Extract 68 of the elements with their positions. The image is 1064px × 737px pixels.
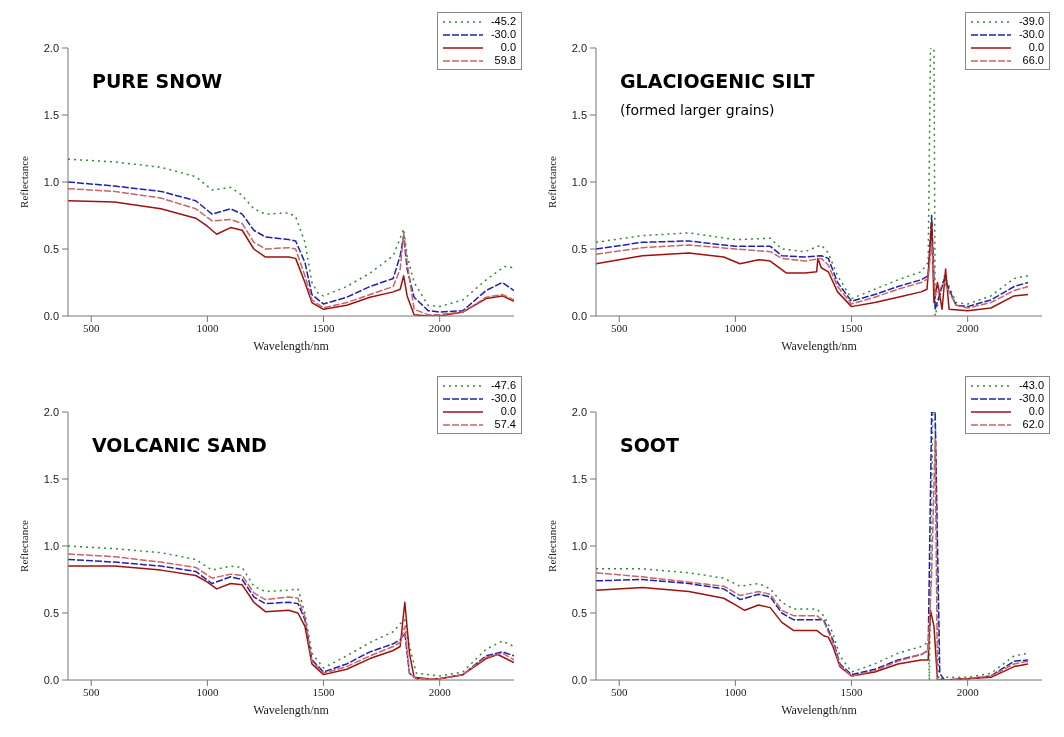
y-axis-title: Reflectance [17, 519, 30, 572]
y-tick-label: 0.5 [571, 606, 587, 619]
line-series [68, 158, 514, 308]
y-tick-label: 2.0 [43, 405, 59, 418]
y-tick-label: 1.0 [571, 175, 587, 188]
x-axis-title: Wavelength/nm [253, 703, 330, 717]
legend-label: 66.0 [1022, 54, 1044, 67]
legend-label: 0.0 [500, 41, 516, 54]
x-tick-label: 500 [610, 685, 628, 698]
legend-label: -43.0 [1018, 379, 1044, 392]
x-tick-label: 500 [610, 321, 628, 334]
y-tick-label: 0.0 [571, 673, 587, 686]
text: SOOT [620, 434, 679, 456]
legend-label: 0.0 [1028, 41, 1044, 54]
x-tick-label: 1000 [724, 685, 747, 698]
y-tick-label: 1.0 [571, 539, 587, 552]
y-tick-label: 0.5 [43, 242, 59, 255]
y-tick-label: 1.5 [571, 108, 587, 121]
legend-label: 0.0 [1028, 405, 1044, 418]
legend-label: 0.0 [500, 405, 516, 418]
legend-label: 62.0 [1022, 418, 1044, 431]
x-tick-label: 2000 [428, 321, 452, 334]
y-tick-label: 0.0 [43, 309, 59, 322]
text: PURE SNOW [92, 70, 223, 92]
legend-label: -45.2 [490, 15, 516, 28]
line-series [596, 241, 1029, 309]
y-axis-title: Reflectance [545, 519, 558, 572]
text: (formed larger grains) [620, 102, 776, 118]
y-tick-label: 1.0 [43, 175, 59, 188]
legend-label: -47.6 [490, 379, 516, 392]
y-tick-label: 2.0 [571, 41, 587, 54]
x-tick-label: 2000 [956, 321, 980, 334]
y-tick-label: 0.5 [43, 606, 59, 619]
y-tick-label: 2.0 [571, 405, 587, 418]
legend-label: -30.0 [1018, 392, 1044, 405]
x-axis-title: Wavelength/nm [781, 339, 858, 353]
y-axis-title: Reflectance [17, 155, 30, 208]
x-tick-label: 2000 [428, 685, 452, 698]
y-tick-label: 1.5 [43, 108, 59, 121]
x-tick-label: 500 [82, 685, 100, 698]
line-series [596, 586, 1029, 680]
legend-label: -30.0 [490, 28, 516, 41]
text: VOLCANIC SAND [92, 434, 267, 456]
legend-label: 59.8 [494, 54, 516, 67]
y-axis-title: Reflectance [545, 155, 558, 208]
y-tick-label: 2.0 [43, 41, 59, 54]
x-tick-label: 1000 [724, 321, 747, 334]
legend-label: -30.0 [1018, 28, 1044, 41]
y-tick-label: 0.0 [43, 673, 59, 686]
y-tick-label: 1.5 [571, 472, 587, 485]
y-tick-label: 1.0 [43, 539, 59, 552]
y-tick-label: 1.5 [43, 472, 59, 485]
legend-label: -39.0 [1018, 15, 1044, 28]
legend-label: -30.0 [490, 392, 516, 405]
y-tick-label: 0.0 [571, 309, 587, 322]
legend-label: 57.4 [494, 418, 516, 431]
x-tick-label: 1500 [840, 321, 864, 334]
x-axis-title: Wavelength/nm [253, 339, 330, 353]
x-tick-label: 1000 [196, 685, 219, 698]
text: GLACIOGENIC SILT [620, 70, 815, 92]
x-tick-label: 1500 [312, 685, 336, 698]
y-tick-label: 0.5 [571, 242, 587, 255]
x-tick-label: 1500 [312, 321, 336, 334]
x-axis-title: Wavelength/nm [781, 703, 858, 717]
x-tick-label: 1000 [196, 321, 219, 334]
x-tick-label: 500 [82, 321, 100, 334]
x-tick-label: 1500 [840, 685, 864, 698]
x-tick-label: 2000 [956, 685, 980, 698]
